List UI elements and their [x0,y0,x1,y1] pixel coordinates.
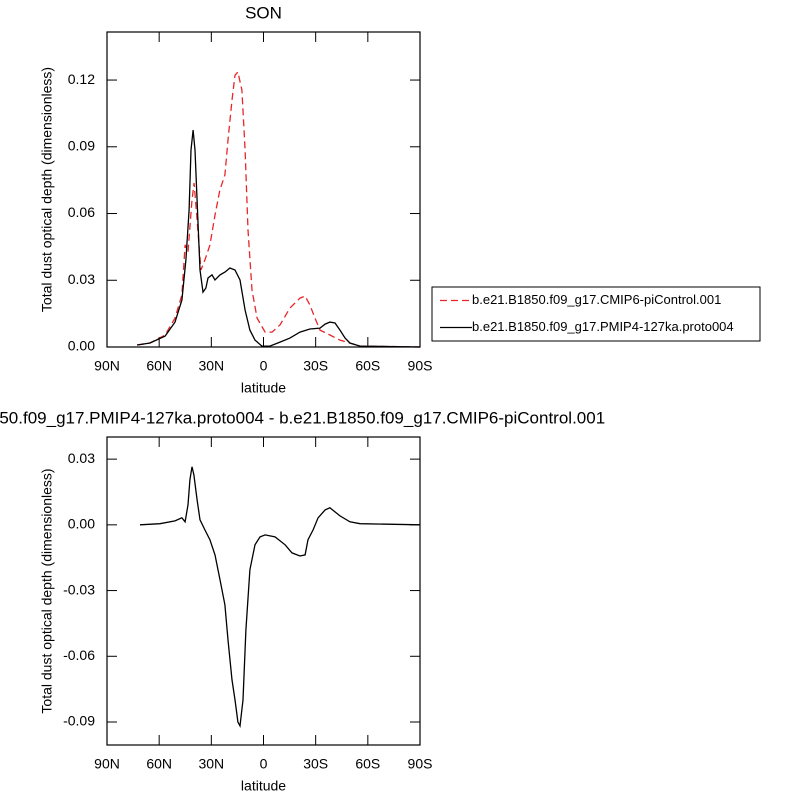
legend-box [431,286,761,342]
x-tick-label: 90S [408,756,433,772]
y-axis-label: Total dust optical depth (dimensionless) [39,67,55,312]
panel: SON latitude Total dust optical depth (dim… [39,3,761,396]
legend-label: b.e21.B1850.f09_g17.CMIP6-piControl.001 [472,292,721,307]
x-axis-label: latitude [241,778,286,794]
legend-label: b.e21.B1850.f09_g17.PMIP4-127ka.proto004 [472,319,734,334]
x-axis-label: latitude [241,380,286,396]
y-tick-label: -0.03 [63,581,95,597]
chart-title: b.e21.B1850.f09_g17.PMIP4-127ka.proto004… [0,408,605,427]
legend: b.e21.B1850.f09_g17.CMIP6-piControl.001b… [431,286,761,342]
y-axis-label: Total dust optical depth (dimensionless) [39,468,55,713]
x-tick-label: 0 [260,756,268,772]
x-tick-label: 30S [303,358,328,374]
data-line [137,130,421,348]
y-tick-label: 0.00 [68,338,95,354]
chart-title: SON [245,3,282,22]
x-tick-label: 60N [146,756,172,772]
x-tick-label: 60S [355,756,380,772]
x-tick-label: 0 [260,358,268,374]
y-tick-label: -0.09 [63,713,95,729]
y-tick-label: 0.12 [68,71,95,87]
y-tick-label: -0.06 [63,647,95,663]
y-tick-label: 0.03 [68,450,95,466]
y-tick-label: 0.06 [68,204,95,220]
x-tick-label: 30S [303,756,328,772]
plot-frame [106,436,421,746]
plot-frame [106,31,421,348]
panel: b.e21.B1850.f09_g17.PMIP4-127ka.proto004… [0,408,605,793]
x-tick-label: 30N [198,358,224,374]
x-tick-label: 90N [94,756,120,772]
x-tick-label: 30N [198,756,224,772]
data-line [137,70,421,348]
y-tick-label: 0.09 [68,137,95,153]
data-line [139,466,421,729]
y-tick-label: 0.03 [68,271,95,287]
x-tick-label: 60N [146,358,172,374]
x-tick-label: 90N [94,358,120,374]
x-tick-label: 60S [355,358,380,374]
y-tick-label: 0.00 [68,516,95,532]
x-tick-label: 90S [408,358,433,374]
